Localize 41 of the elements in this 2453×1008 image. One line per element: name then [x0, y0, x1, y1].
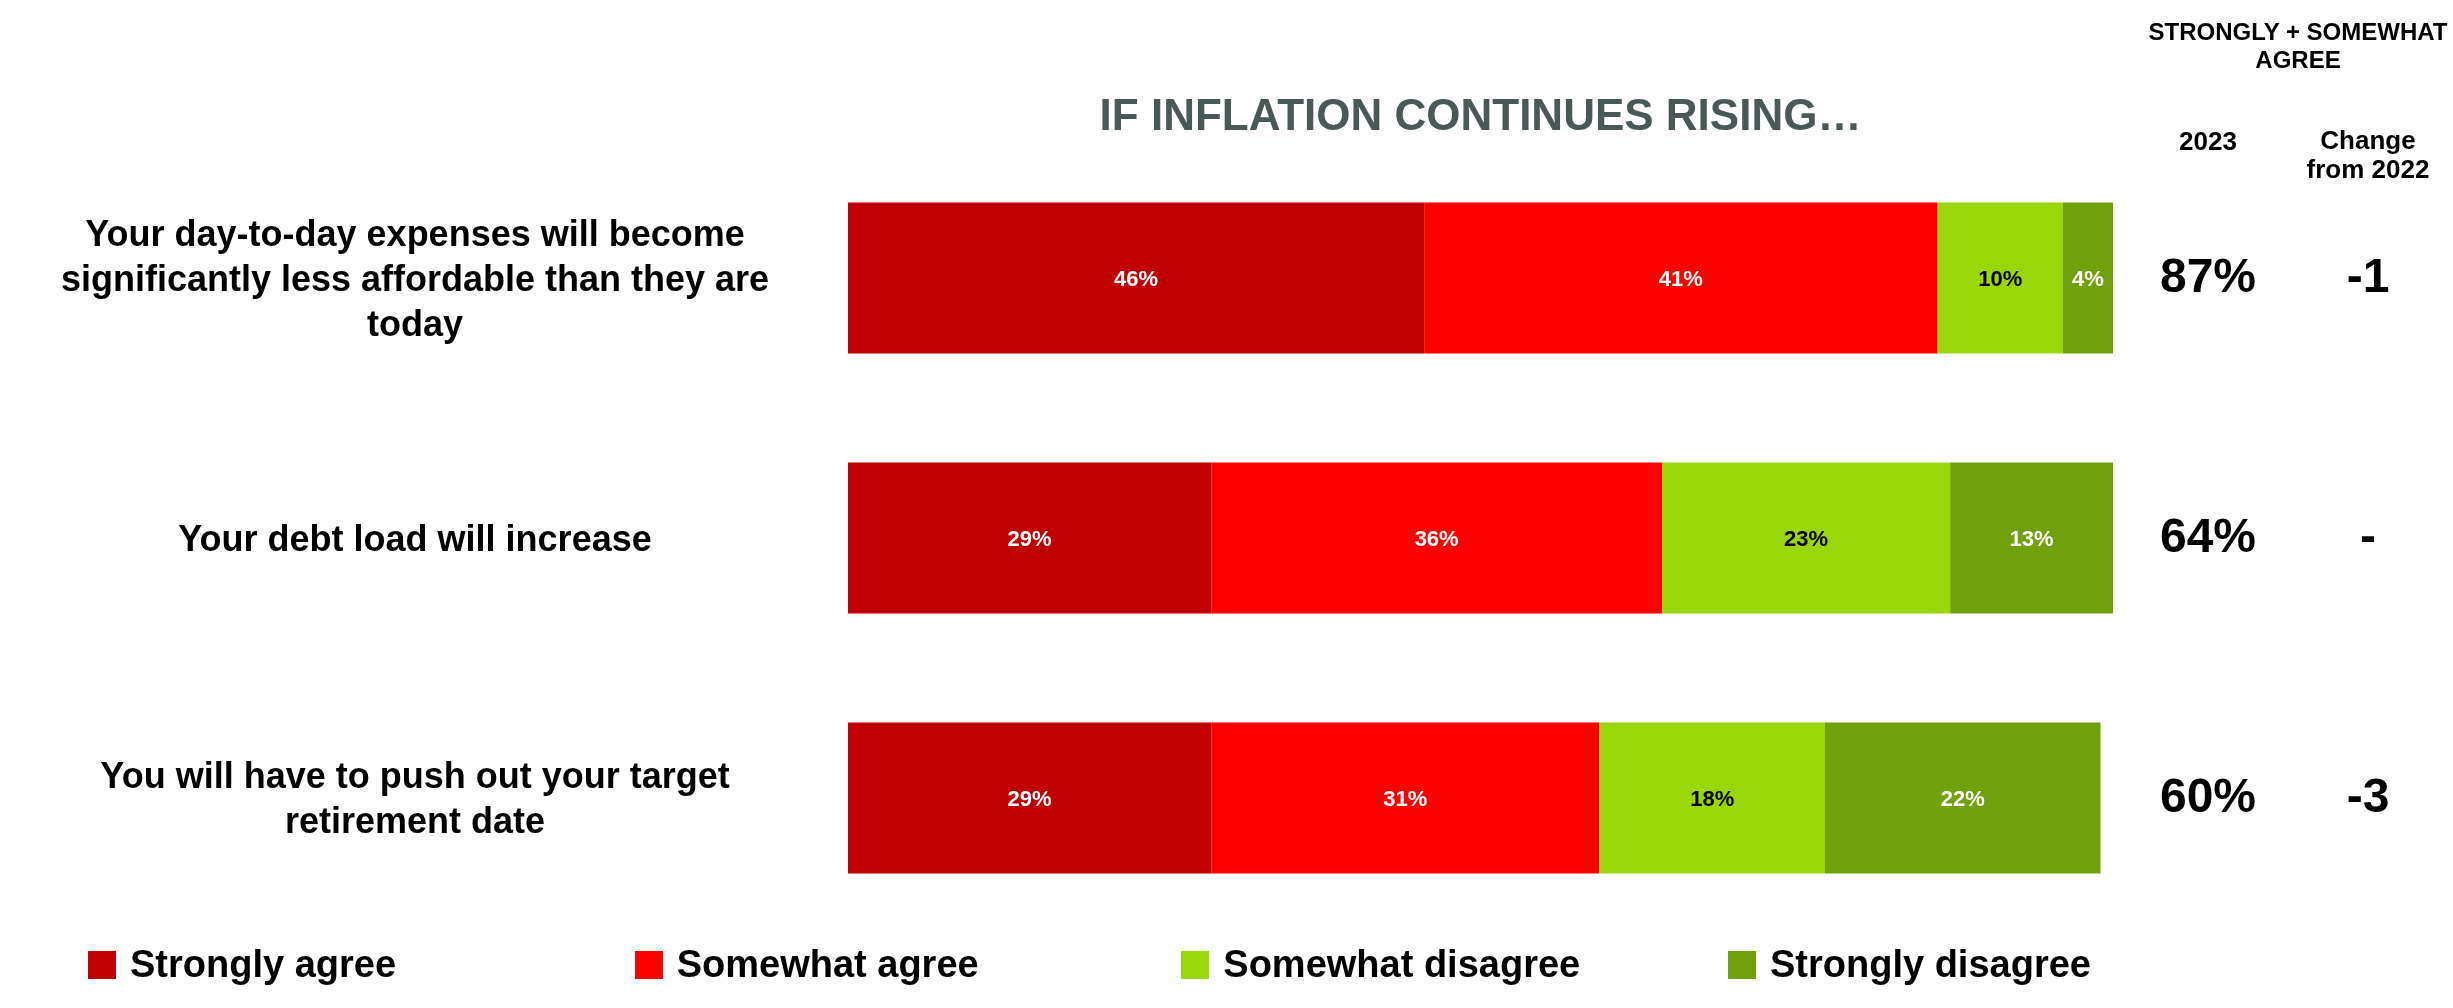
bar — [1950, 462, 2113, 614]
legend-label: Strongly agree — [130, 943, 397, 986]
chart-title: IF INFLATION CONTINUES RISING… — [1098, 90, 1863, 140]
text: 87% — [2158, 248, 2258, 303]
y-tick-label: You will have to push out your target retirement date — [99, 754, 731, 843]
text: - — [2359, 508, 2377, 563]
bar — [1424, 202, 1938, 354]
bar — [1937, 202, 2063, 354]
y-tick-label: Your day-to-day expenses will become significantly less affordable than they are today — [59, 211, 771, 346]
data-label: 23% — [1784, 525, 1829, 551]
text: Change from 2022 — [2305, 125, 2431, 184]
bar — [848, 462, 1212, 614]
legend-label: Somewhat disagree — [1223, 943, 1581, 986]
bar — [848, 202, 1425, 354]
data-label: 22% — [1940, 785, 1985, 811]
data-label: 31% — [1383, 785, 1428, 811]
data-label: 13% — [2009, 525, 2054, 551]
bar — [1662, 462, 1951, 614]
text: -3 — [2345, 768, 2391, 823]
text: 64% — [2158, 508, 2258, 563]
text: 60% — [2158, 768, 2258, 823]
bar — [848, 722, 1212, 874]
legend-label: Strongly disagree — [1769, 943, 2091, 986]
data-label: 10% — [1978, 265, 2023, 291]
text: STRONGLY + SOMEWHAT AGREE — [2148, 18, 2448, 74]
bar — [1211, 462, 1663, 614]
data-label: 4% — [2072, 265, 2104, 291]
bar — [1211, 722, 1600, 874]
legend-label: Somewhat agree — [676, 943, 979, 986]
bar — [2062, 202, 2113, 354]
text: -1 — [2345, 248, 2391, 303]
data-label: 41% — [1658, 265, 1703, 291]
bar — [1824, 722, 2101, 874]
data-label: 36% — [1414, 525, 1459, 551]
data-label: 29% — [1007, 525, 1052, 551]
data-label: 18% — [1690, 785, 1735, 811]
bar — [1599, 722, 1825, 874]
text: 2023 — [2178, 126, 2238, 157]
data-label: 29% — [1007, 785, 1052, 811]
y-tick-label: Your debt load will increase — [177, 516, 653, 561]
data-label: 46% — [1114, 265, 1159, 291]
